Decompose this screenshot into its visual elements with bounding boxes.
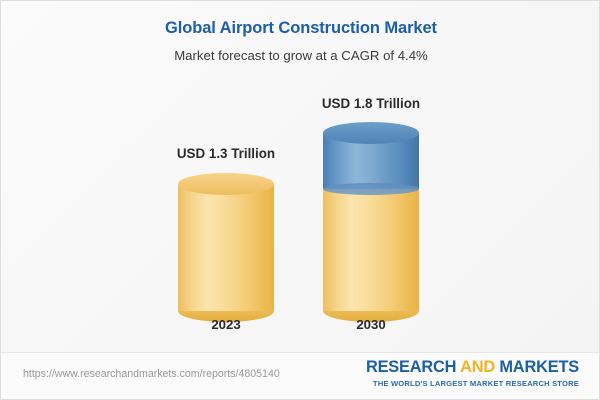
logo-tagline: THE WORLD'S LARGEST MARKET RESEARCH STOR…	[372, 379, 579, 388]
axis-label-2023: 2023	[211, 317, 241, 332]
source-url[interactable]: https://www.researchandmarkets.com/repor…	[23, 368, 280, 380]
logo-wordmark: RESEARCH AND MARKETS	[366, 358, 579, 377]
logo-markets-text: MARKETS	[495, 358, 579, 376]
brand-logo: RESEARCH AND MARKETS THE WORLD'S LARGEST…	[366, 358, 579, 388]
logo-research-text: RESEARCH	[365, 358, 461, 376]
cylinder-body-gold-2023	[178, 184, 274, 311]
cylinder-segment-seam-2030	[323, 183, 419, 195]
cylinder-top-cap-2030	[323, 122, 419, 144]
bar-value-label-2030: USD 1.8 Trillion	[321, 96, 421, 111]
bar-value-label-2023: USD 1.3 Trillion	[176, 146, 276, 161]
logo-and-text: AND	[460, 358, 495, 376]
chart-plot-area: USD 1.3 Trillion 2023 USD 1.8 Trillion 2…	[1, 1, 599, 353]
cylinder-top-cap-2023	[178, 173, 274, 195]
cylinder-body-gold-2030	[323, 187, 419, 311]
axis-label-2030: 2030	[356, 317, 386, 332]
page-title: Global Airport Construction Market	[165, 19, 437, 37]
chart-subtitle: Market forecast to grow at a CAGR of 4.4…	[174, 48, 428, 63]
chart-header: Global Airport Construction Market Marke…	[1, 19, 599, 63]
footer-bar: https://www.researchandmarkets.com/repor…	[1, 352, 599, 399]
